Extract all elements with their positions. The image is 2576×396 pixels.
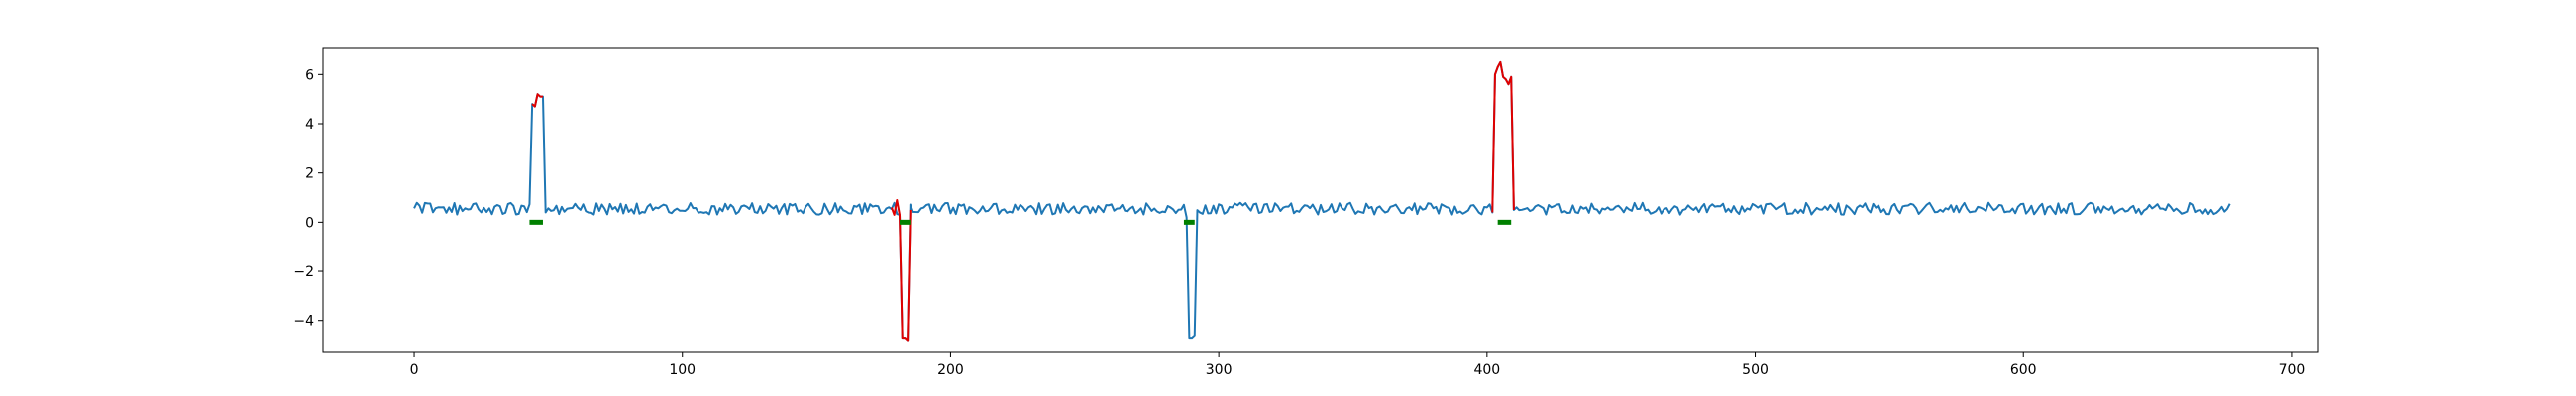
x-tick-label: 600 <box>2010 362 2037 378</box>
x-tick-label: 700 <box>2279 362 2306 378</box>
plot-background <box>323 48 2318 352</box>
signal-line <box>413 60 2231 342</box>
x-tick-label: 100 <box>669 362 696 378</box>
x-tick-label: 0 <box>410 362 419 378</box>
x-tick-label: 500 <box>1742 362 1769 378</box>
y-tick-label: 0 <box>305 215 314 231</box>
tick-layer: 0 100 200 300 400 500 600 700 −4 −2 0 2 4 6 <box>293 67 2305 378</box>
anomaly-line-1 <box>531 93 543 108</box>
x-tick-label: 300 <box>1206 362 1233 378</box>
anomaly-line-2 <box>890 199 912 342</box>
y-tick-label: 6 <box>305 67 314 83</box>
y-tick-label: 4 <box>305 117 314 133</box>
plot-frame <box>322 47 2319 353</box>
y-tick-label: 2 <box>305 166 314 182</box>
x-tick-label: 400 <box>1473 362 1500 378</box>
line-layer <box>413 60 2231 342</box>
y-tick-label: −4 <box>293 314 314 330</box>
y-tick-label: −2 <box>293 264 314 280</box>
x-tick-label: 200 <box>937 362 964 378</box>
anomaly-line-3 <box>1491 60 1515 213</box>
